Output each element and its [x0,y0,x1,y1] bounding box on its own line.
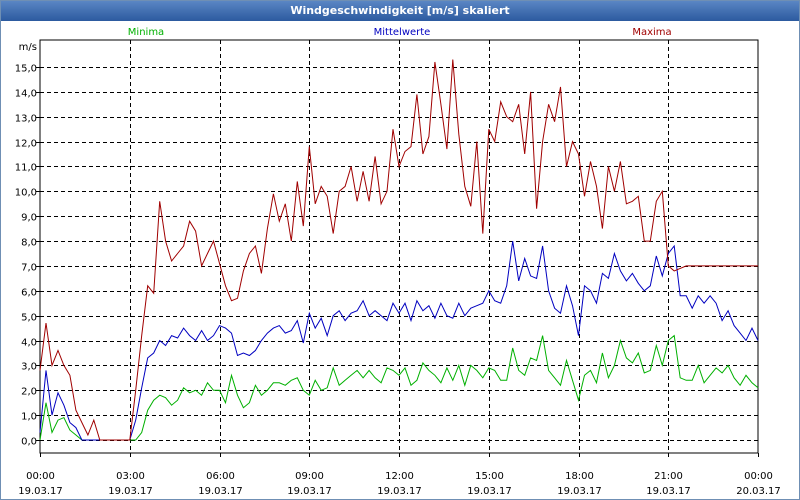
series-line-minima [39,334,759,441]
y-tick-label: 5,0 [21,313,37,324]
x-tick-time: 18:00 [565,471,594,482]
x-tick-time: 21:00 [654,471,683,482]
y-axis-label: m/s [19,42,37,53]
x-tick-date: 19.03.17 [557,486,602,497]
y-tick-label: 10,0 [15,188,37,199]
y-tick-label: 8,0 [21,238,37,249]
legend-minima: Minima [128,27,164,38]
y-tick-label: 0,0 [21,437,37,448]
series-line-maxima [39,59,758,441]
x-tick-time: 00:00 [26,471,55,482]
y-tick-label: 15,0 [15,64,37,75]
x-tick-date: 19.03.17 [108,486,153,497]
y-tick-label: 14,0 [15,89,37,100]
y-tick-label: 2,0 [21,387,37,398]
x-tick-time: 00:00 [744,471,773,482]
x-tick-time: 09:00 [295,471,324,482]
series-line-mittelwerte [39,241,759,441]
x-tick-date: 19.03.17 [18,486,63,497]
y-tick-label: 7,0 [21,263,37,274]
y-tick-label: 6,0 [21,288,37,299]
x-tick-date: 19.03.17 [467,486,512,497]
legend-mittelwerte: Mittelwerte [374,27,431,38]
y-tick-label: 13,0 [15,114,37,125]
y-tick-label: 1,0 [21,412,37,423]
x-tick-date: 20.03.17 [736,486,781,497]
x-tick-date: 19.03.17 [287,486,332,497]
y-tick-label: 12,0 [15,139,37,150]
y-tick-label: 4,0 [21,338,37,349]
y-tick-label: 11,0 [15,163,37,174]
y-tick-label: 3,0 [21,362,37,373]
window-title: Windgeschwindigkeit [m/s] skaliert [1,1,799,21]
x-tick-time: 15:00 [475,471,504,482]
x-tick-date: 19.03.17 [377,486,422,497]
legend-maxima: Maxima [632,27,671,38]
x-tick-date: 19.03.17 [646,486,691,497]
x-tick-time: 12:00 [385,471,414,482]
x-tick-time: 03:00 [116,471,145,482]
y-tick-label: 9,0 [21,213,37,224]
x-tick-date: 19.03.17 [198,486,243,497]
x-tick-time: 06:00 [206,471,235,482]
